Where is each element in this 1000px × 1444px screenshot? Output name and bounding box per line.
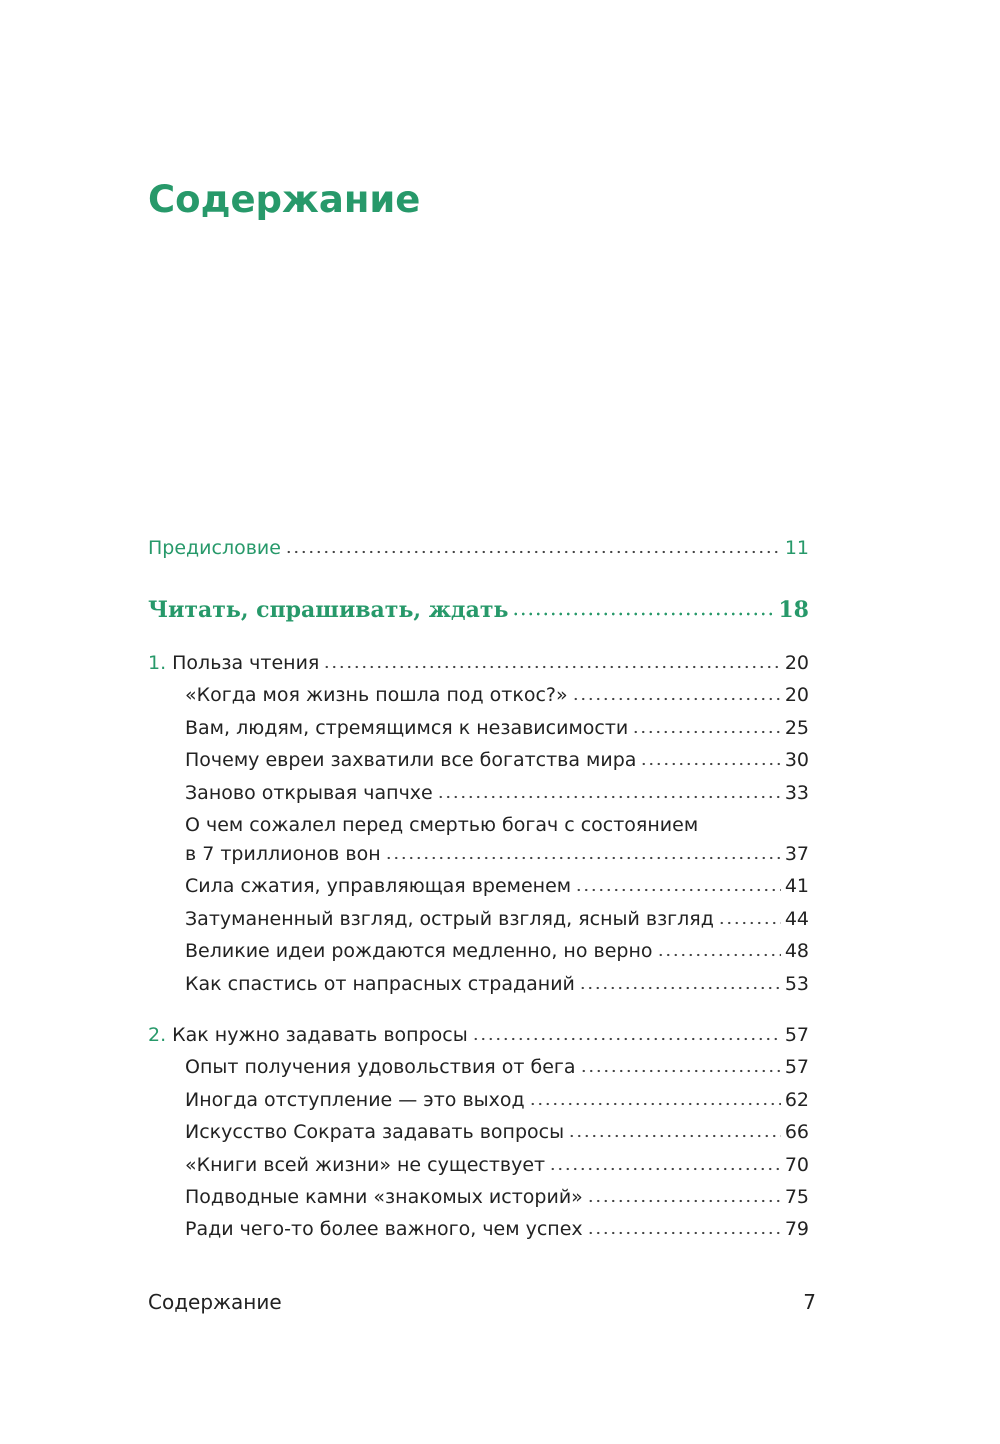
toc-row: Иногда отступление — это выход 62 bbox=[185, 1086, 809, 1114]
section-title: «Когда моя жизнь пошла под откос?» bbox=[185, 684, 568, 707]
section-title: Почему евреи захватили все богатства мир… bbox=[185, 749, 637, 772]
chapter-number: 1. bbox=[148, 652, 167, 674]
toc-row: Почему евреи захватили все богатства мир… bbox=[185, 746, 809, 774]
footer-page-number: 7 bbox=[803, 1290, 816, 1314]
section-title: Великие идеи рождаются медленно, но верн… bbox=[185, 940, 653, 963]
section-title: Сила сжатия, управляющая временем bbox=[185, 875, 572, 898]
section-title: Искусство Сократа задавать вопросы bbox=[185, 1121, 565, 1144]
page-number: 30 bbox=[784, 749, 809, 772]
section-title: Опыт получения удовольствия от бега bbox=[185, 1056, 576, 1079]
footer-label: Содержание bbox=[148, 1290, 282, 1314]
dot-leader bbox=[528, 1100, 781, 1107]
page-number: 57 bbox=[784, 1024, 809, 1046]
toc-row: 2. Как нужно задавать вопросы 57 bbox=[148, 1021, 809, 1049]
page-title: Содержание bbox=[148, 178, 421, 221]
page-number: 62 bbox=[784, 1088, 809, 1111]
dot-leader bbox=[640, 761, 781, 768]
dot-leader bbox=[471, 1036, 781, 1042]
page-number: 33 bbox=[784, 781, 809, 804]
toc-row: в 7 триллионов вон 37 bbox=[185, 840, 809, 868]
section-title: «Книги всей жизни» не существует bbox=[185, 1153, 546, 1176]
toc-row: Сила сжатия, управляющая временем 41 bbox=[185, 872, 809, 900]
page-number: 70 bbox=[784, 1153, 809, 1176]
dot-leader bbox=[717, 919, 781, 926]
chapter-title: Польза чтения bbox=[172, 652, 320, 674]
dot-leader bbox=[384, 855, 781, 861]
toc-row: Предисловие 11 bbox=[148, 534, 809, 562]
dot-leader bbox=[436, 793, 781, 800]
part-label: Читать, спрашивать, ждать bbox=[148, 597, 509, 623]
toc-row: Ради чего-то более важного, чем успех 79 bbox=[185, 1215, 809, 1243]
toc-row: О чем сожалел перед смертью богач с сост… bbox=[185, 811, 809, 839]
section-title: Как спастись от напрасных страданий bbox=[185, 972, 575, 995]
dot-leader bbox=[586, 1198, 781, 1204]
dot-leader bbox=[512, 611, 775, 617]
section-title: Заново открывая чапчхе bbox=[185, 781, 433, 804]
chapter-title: Как нужно задавать вопросы bbox=[172, 1024, 468, 1046]
page-number: 41 bbox=[784, 875, 809, 898]
dot-leader bbox=[549, 1165, 781, 1172]
section-title: Подводные камни «знакомых историй» bbox=[185, 1186, 583, 1208]
dot-leader bbox=[579, 1068, 781, 1075]
section-title: в 7 триллионов вон bbox=[185, 843, 381, 865]
dot-leader bbox=[575, 887, 781, 894]
toc-row: 1. Польза чтения 20 bbox=[148, 649, 809, 677]
section-title: Вам, людям, стремящимся к независимости bbox=[185, 716, 629, 739]
page-number: 20 bbox=[784, 684, 809, 707]
toc-row: «Книги всей жизни» не существует 70 bbox=[185, 1151, 809, 1179]
dot-leader bbox=[578, 984, 781, 991]
toc-row: Заново открывая чапчхе 33 bbox=[185, 779, 809, 807]
section-title: Затуманенный взгляд, острый взгляд, ясны… bbox=[185, 907, 714, 930]
toc-row: Искусство Сократа задавать вопросы 66 bbox=[185, 1118, 809, 1146]
toc-row: Подводные камни «знакомых историй» 75 bbox=[185, 1183, 809, 1211]
section-title: Иногда отступление — это выход bbox=[185, 1088, 525, 1111]
dot-leader bbox=[632, 728, 781, 735]
page-number: 11 bbox=[784, 537, 809, 559]
chapter-number: 2. bbox=[148, 1024, 167, 1046]
section-title: О чем сожалел перед смертью богач с сост… bbox=[185, 814, 699, 836]
dot-leader bbox=[656, 952, 781, 959]
page-number: 25 bbox=[784, 716, 809, 739]
page-number: 75 bbox=[784, 1186, 809, 1208]
page-number: 66 bbox=[784, 1121, 809, 1144]
page-number: 20 bbox=[784, 652, 809, 674]
toc-row: Великие идеи рождаются медленно, но верн… bbox=[185, 937, 809, 965]
page-number: 53 bbox=[784, 972, 809, 995]
section-title: Ради чего-то более важного, чем успех bbox=[185, 1218, 583, 1241]
page-number: 37 bbox=[784, 843, 809, 865]
dot-leader bbox=[568, 1133, 781, 1140]
toc-row: Как спастись от напрасных страданий 53 bbox=[185, 970, 809, 998]
toc-row: Читать, спрашивать, ждать 18 bbox=[148, 596, 809, 624]
page-number: 57 bbox=[784, 1056, 809, 1079]
dot-leader bbox=[284, 549, 781, 555]
dot-leader bbox=[586, 1230, 781, 1237]
preface-label: Предисловие bbox=[148, 537, 281, 559]
toc-row: Опыт получения удовольствия от бега 57 bbox=[185, 1053, 809, 1081]
toc-row: Вам, людям, стремящимся к независимости 2… bbox=[185, 714, 809, 742]
dot-leader bbox=[323, 664, 781, 670]
page-number: 48 bbox=[784, 940, 809, 963]
toc-row: «Когда моя жизнь пошла под откос?» 20 bbox=[185, 681, 809, 709]
page-number: 44 bbox=[784, 907, 809, 930]
page-number: 18 bbox=[778, 597, 809, 623]
toc-row: Затуманенный взгляд, острый взгляд, ясны… bbox=[185, 905, 809, 933]
dot-leader bbox=[571, 696, 781, 703]
page-number: 79 bbox=[784, 1218, 809, 1241]
